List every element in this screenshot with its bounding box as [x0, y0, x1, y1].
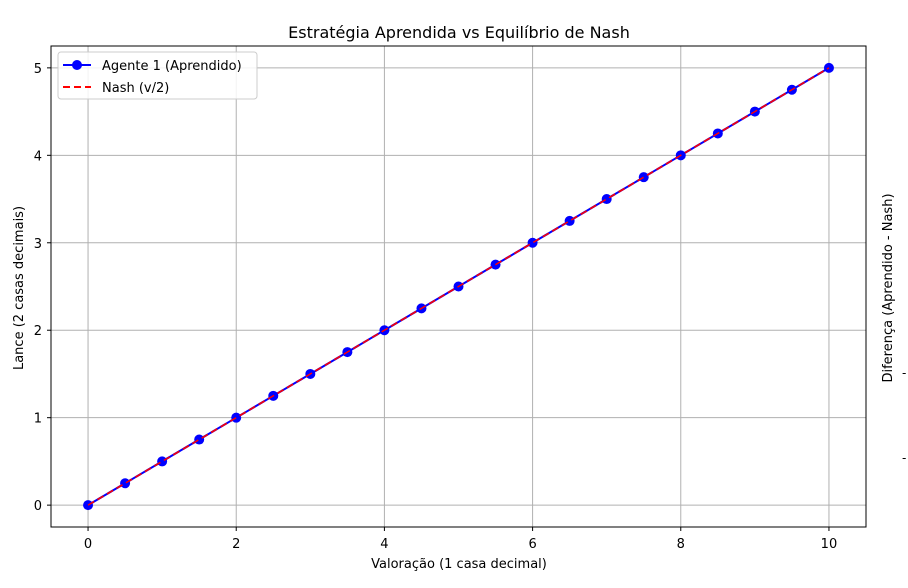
right-axis-tick-label: -	[902, 451, 906, 465]
plot-frame	[50, 45, 867, 528]
legend-marker-agente	[72, 60, 82, 70]
y-tick-label: 0	[34, 499, 42, 514]
x-tick-label: 8	[677, 537, 685, 552]
legend: Agente 1 (Aprendido) Nash (v/2)	[57, 51, 258, 100]
data-point	[120, 478, 131, 489]
y-axis: 0 1 2 3 4 5	[34, 62, 51, 514]
chart-title: Estratégia Aprendida vs Equilíbrio de Na…	[288, 23, 630, 42]
y-tick-label: 4	[34, 149, 42, 164]
data-point	[194, 434, 205, 445]
y-tick-label: 3	[34, 237, 42, 252]
legend-label-agente: Agente 1 (Aprendido)	[102, 59, 242, 74]
data-point	[527, 237, 538, 248]
x-axis-label: Valoração (1 casa decimal)	[371, 557, 547, 572]
y-tick-label: 1	[34, 412, 42, 427]
data-point	[564, 215, 575, 226]
x-tick-label: 10	[821, 537, 838, 552]
x-tick-label: 2	[232, 537, 240, 552]
series-layer	[83, 62, 834, 511]
data-point	[638, 172, 649, 183]
nash-line-overlay	[87, 67, 830, 506]
y-axis-label: Lance (2 casas decimais)	[12, 206, 27, 370]
right-axis-label: Diferença (Aprendido - Nash)	[881, 193, 896, 382]
right-axis-tick-label: -	[902, 366, 906, 380]
legend-label-nash: Nash (v/2)	[102, 81, 169, 96]
x-axis: 0 2 4 6 8 10	[84, 527, 837, 552]
legend-box	[57, 51, 258, 100]
data-point	[601, 194, 612, 205]
x-tick-label: 4	[380, 537, 388, 552]
x-tick-label: 6	[528, 537, 536, 552]
data-point	[231, 412, 242, 423]
right-axis-ticks: --	[902, 366, 906, 465]
y-tick-label: 5	[34, 62, 42, 77]
x-tick-label: 0	[84, 537, 92, 552]
data-point	[157, 456, 168, 467]
y-tick-label: 2	[34, 324, 42, 339]
